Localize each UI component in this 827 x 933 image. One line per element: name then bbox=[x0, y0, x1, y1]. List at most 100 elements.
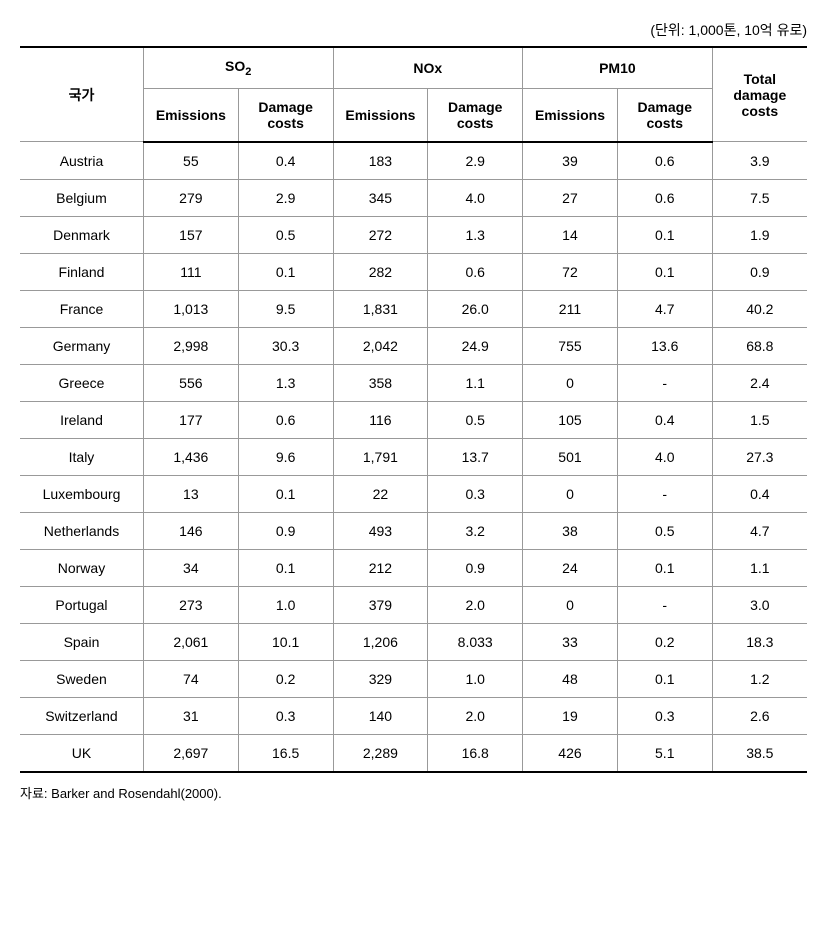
table-cell-pm10_emissions: 755 bbox=[523, 327, 618, 364]
source-label: 자료: Barker and Rosendahl(2000). bbox=[20, 783, 807, 802]
table-cell-nox_emissions: 2,042 bbox=[333, 327, 428, 364]
table-cell-total_damage: 0.4 bbox=[712, 475, 807, 512]
table-cell-pm10_emissions: 19 bbox=[523, 697, 618, 734]
header-nox-emissions: Emissions bbox=[333, 88, 428, 142]
table-cell-nox_emissions: 1,831 bbox=[333, 290, 428, 327]
header-group-pm10: PM10 bbox=[523, 47, 713, 88]
table-cell-pm10_damage: - bbox=[617, 364, 712, 401]
table-cell-pm10_damage: 13.6 bbox=[617, 327, 712, 364]
table-cell-pm10_damage: 0.2 bbox=[617, 623, 712, 660]
table-cell-pm10_damage: 5.1 bbox=[617, 734, 712, 772]
table-cell-nox_emissions: 1,791 bbox=[333, 438, 428, 475]
header-group-so2: SO2 bbox=[143, 47, 333, 88]
table-cell-so2_damage: 16.5 bbox=[238, 734, 333, 772]
table-cell-nox_damage: 0.5 bbox=[428, 401, 523, 438]
table-cell-nox_emissions: 379 bbox=[333, 586, 428, 623]
table-cell-nox_damage: 4.0 bbox=[428, 179, 523, 216]
table-row: Italy1,4369.61,79113.75014.027.3 bbox=[20, 438, 807, 475]
table-cell-pm10_emissions: 48 bbox=[523, 660, 618, 697]
table-cell-so2_damage: 0.4 bbox=[238, 142, 333, 180]
table-cell-pm10_damage: 0.4 bbox=[617, 401, 712, 438]
table-cell-so2_emissions: 1,436 bbox=[143, 438, 238, 475]
table-row: France1,0139.51,83126.02114.740.2 bbox=[20, 290, 807, 327]
table-cell-so2_emissions: 556 bbox=[143, 364, 238, 401]
table-cell-so2_emissions: 55 bbox=[143, 142, 238, 180]
table-cell-nox_emissions: 329 bbox=[333, 660, 428, 697]
table-cell-so2_damage: 0.5 bbox=[238, 216, 333, 253]
table-cell-pm10_damage: 0.1 bbox=[617, 549, 712, 586]
table-cell-nox_damage: 2.0 bbox=[428, 586, 523, 623]
table-cell-country: Italy bbox=[20, 438, 143, 475]
header-group-nox: NOx bbox=[333, 47, 523, 88]
table-cell-pm10_damage: 0.1 bbox=[617, 660, 712, 697]
table-cell-nox_damage: 0.9 bbox=[428, 549, 523, 586]
table-cell-nox_damage: 8.033 bbox=[428, 623, 523, 660]
table-row: UK2,69716.52,28916.84265.138.5 bbox=[20, 734, 807, 772]
table-cell-pm10_damage: 4.7 bbox=[617, 290, 712, 327]
table-cell-nox_damage: 1.3 bbox=[428, 216, 523, 253]
table-row: Sweden740.23291.0480.11.2 bbox=[20, 660, 807, 697]
table-cell-total_damage: 40.2 bbox=[712, 290, 807, 327]
table-cell-country: Spain bbox=[20, 623, 143, 660]
table-row: Spain2,06110.11,2068.033330.218.3 bbox=[20, 623, 807, 660]
table-cell-nox_damage: 13.7 bbox=[428, 438, 523, 475]
table-cell-so2_emissions: 111 bbox=[143, 253, 238, 290]
table-cell-total_damage: 3.0 bbox=[712, 586, 807, 623]
header-so2-emissions: Emissions bbox=[143, 88, 238, 142]
table-row: Norway340.12120.9240.11.1 bbox=[20, 549, 807, 586]
table-cell-country: Denmark bbox=[20, 216, 143, 253]
table-cell-pm10_damage: 0.6 bbox=[617, 179, 712, 216]
table-cell-country: Portugal bbox=[20, 586, 143, 623]
table-cell-so2_emissions: 1,013 bbox=[143, 290, 238, 327]
table-cell-nox_damage: 0.3 bbox=[428, 475, 523, 512]
table-cell-so2_emissions: 34 bbox=[143, 549, 238, 586]
table-cell-nox_damage: 16.8 bbox=[428, 734, 523, 772]
unit-label: (단위: 1,000톤, 10억 유로) bbox=[20, 20, 807, 40]
table-cell-nox_emissions: 2,289 bbox=[333, 734, 428, 772]
table-cell-pm10_emissions: 14 bbox=[523, 216, 618, 253]
table-cell-so2_emissions: 31 bbox=[143, 697, 238, 734]
table-cell-so2_damage: 1.3 bbox=[238, 364, 333, 401]
table-cell-country: Belgium bbox=[20, 179, 143, 216]
table-cell-country: Greece bbox=[20, 364, 143, 401]
table-cell-pm10_emissions: 0 bbox=[523, 475, 618, 512]
table-cell-pm10_emissions: 33 bbox=[523, 623, 618, 660]
table-cell-pm10_emissions: 211 bbox=[523, 290, 618, 327]
table-cell-country: Luxembourg bbox=[20, 475, 143, 512]
table-cell-so2_damage: 0.1 bbox=[238, 253, 333, 290]
table-row: Finland1110.12820.6720.10.9 bbox=[20, 253, 807, 290]
table-row: Austria550.41832.9390.63.9 bbox=[20, 142, 807, 180]
table-cell-nox_damage: 24.9 bbox=[428, 327, 523, 364]
table-cell-pm10_emissions: 39 bbox=[523, 142, 618, 180]
table-row: Netherlands1460.94933.2380.54.7 bbox=[20, 512, 807, 549]
table-cell-pm10_emissions: 105 bbox=[523, 401, 618, 438]
table-cell-total_damage: 68.8 bbox=[712, 327, 807, 364]
table-row: Ireland1770.61160.51050.41.5 bbox=[20, 401, 807, 438]
table-cell-country: Germany bbox=[20, 327, 143, 364]
table-cell-so2_damage: 0.6 bbox=[238, 401, 333, 438]
table-cell-total_damage: 18.3 bbox=[712, 623, 807, 660]
table-cell-nox_emissions: 358 bbox=[333, 364, 428, 401]
table-cell-nox_emissions: 1,206 bbox=[333, 623, 428, 660]
table-cell-pm10_damage: - bbox=[617, 586, 712, 623]
table-row: Luxembourg130.1220.30-0.4 bbox=[20, 475, 807, 512]
table-cell-country: Finland bbox=[20, 253, 143, 290]
table-cell-so2_damage: 30.3 bbox=[238, 327, 333, 364]
table-cell-so2_emissions: 74 bbox=[143, 660, 238, 697]
table-cell-nox_emissions: 116 bbox=[333, 401, 428, 438]
table-cell-nox_damage: 1.1 bbox=[428, 364, 523, 401]
table-cell-total_damage: 2.4 bbox=[712, 364, 807, 401]
table-cell-pm10_emissions: 0 bbox=[523, 364, 618, 401]
table-cell-country: France bbox=[20, 290, 143, 327]
table-cell-nox_emissions: 282 bbox=[333, 253, 428, 290]
table-cell-pm10_emissions: 27 bbox=[523, 179, 618, 216]
header-country: 국가 bbox=[20, 47, 143, 142]
table-cell-so2_emissions: 2,697 bbox=[143, 734, 238, 772]
table-cell-nox_damage: 3.2 bbox=[428, 512, 523, 549]
table-cell-pm10_emissions: 0 bbox=[523, 586, 618, 623]
table-cell-so2_emissions: 2,998 bbox=[143, 327, 238, 364]
table-cell-so2_damage: 9.6 bbox=[238, 438, 333, 475]
table-cell-total_damage: 1.1 bbox=[712, 549, 807, 586]
emissions-damage-table: 국가 SO2 NOx PM10 Total damage costs Emiss… bbox=[20, 46, 807, 773]
table-cell-country: Austria bbox=[20, 142, 143, 180]
